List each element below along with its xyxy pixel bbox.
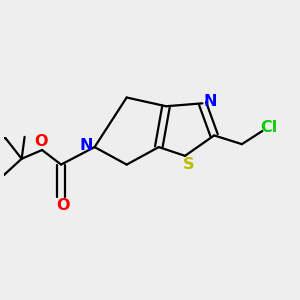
Text: N: N (80, 138, 93, 153)
Text: Cl: Cl (260, 120, 277, 135)
Text: O: O (34, 134, 47, 149)
Text: N: N (203, 94, 217, 110)
Text: O: O (56, 198, 69, 213)
Text: S: S (183, 157, 194, 172)
